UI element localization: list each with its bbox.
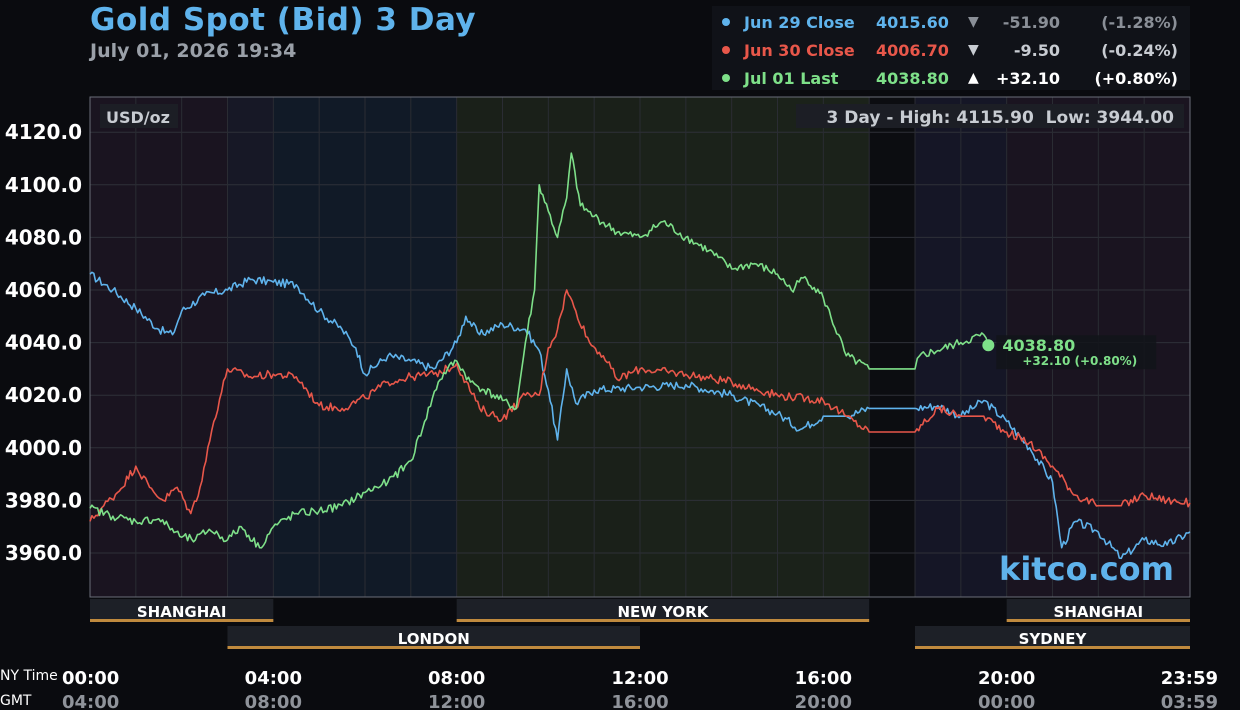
chart-overlay: USD/oz 3 Day - High: 4115.90 Low: 3944.0… (100, 104, 1184, 588)
legend-value: 4038.80 (876, 69, 949, 88)
legend-dot-jun29 (722, 18, 730, 26)
last-price-marker: 4038.80+32.10 (+0.80%) (982, 335, 1157, 370)
plot-border (89, 96, 1191, 598)
last-price-change: +32.10 (+0.80%) (1022, 354, 1137, 368)
legend-row-jun30: Jun 30 Close 4006.70 ▼ -9.50 (-0.24%) (712, 38, 1190, 62)
y-tick-label: 4000.0 (5, 436, 82, 460)
legend-label: Jun 29 Close (744, 13, 855, 32)
legend-percent: (-0.24%) (1101, 41, 1178, 60)
legend-change: +32.10 (995, 69, 1060, 88)
y-axis: 3960.0 3980.0 4000.0 4020.0 4040.0 4060.0 4080… (5, 120, 82, 565)
x-tick-gmt: 04:00 (62, 692, 119, 710)
session-bg-3 (227, 626, 640, 648)
y-tick-label: 4080.0 (5, 225, 82, 249)
session-bg-1 (456, 599, 870, 621)
session-label-1: NEW YORK (618, 603, 710, 621)
x-tick-gmt: 08:00 (245, 692, 302, 710)
ny-time-label: NY Time (0, 668, 58, 684)
last-price-bg (996, 335, 1157, 370)
y-tick-label: 4040.0 (5, 331, 82, 355)
grid-lines (89, 96, 1191, 598)
legend-row-jul01: Jul 01 Last 4038.80 ▲ +32.10 (+0.80%) (712, 66, 1190, 90)
x-axis: 00:00 04:00 04:00 08:00 08:00 12:00 12:00 16:00… (62, 668, 1218, 710)
legend-dot-jun30 (722, 46, 730, 54)
legend-percent: (-1.28%) (1101, 13, 1178, 32)
x-tick-ny: 16:00 (795, 668, 852, 689)
session-bar-3 (227, 646, 640, 649)
session-label-0: SHANGHAI (137, 603, 227, 621)
series-line-2 (89, 152, 990, 549)
x-tick-ny: 20:00 (978, 668, 1035, 689)
unit-label-bg (100, 104, 178, 128)
unit-label: USD/oz (106, 108, 170, 127)
x-tick-gmt: 12:00 (428, 692, 485, 710)
legend-row-jun29: Jun 29 Close 4015.60 ▼ -51.90 (-1.28%) (712, 10, 1190, 34)
session-label-3: LONDON (398, 630, 470, 648)
legend-value: 4006.70 (876, 41, 949, 60)
legend-dot-jul01 (722, 74, 730, 82)
y-tick-label: 4020.0 (5, 383, 82, 407)
x-tick-gmt: 00:00 (978, 692, 1035, 710)
session-bars: SHANGHAI NEW YORK SHANGHAI LONDON SYDNEY (90, 599, 1190, 649)
y-tick-label: 4100.0 (5, 173, 82, 197)
chart-title: Gold Spot (Bid) 3 Day (90, 2, 477, 38)
legend-label: Jul 01 Last (744, 69, 839, 88)
x-tick-ny: 12:00 (611, 668, 668, 689)
legend-change: -51.90 (1002, 13, 1060, 32)
session-bg-4 (915, 626, 1190, 648)
legend-percent: (+0.80%) (1094, 69, 1178, 88)
session-bar-2 (1006, 619, 1190, 622)
x-tick-ny: 00:00 (62, 668, 119, 689)
session-band-4 (640, 97, 870, 597)
legend-panel: Jun 29 Close 4015.60 ▼ -51.90 (-1.28%) J… (712, 6, 1190, 90)
session-band-5 (869, 97, 915, 597)
legend-value: 4015.60 (876, 13, 949, 32)
last-price-dot (982, 339, 995, 352)
x-tick-gmt: 20:00 (795, 692, 852, 710)
gmt-label: GMT (0, 693, 32, 709)
legend-change: -9.50 (1013, 41, 1060, 60)
y-tick-label: 4060.0 (5, 278, 82, 302)
x-tick-ny: 08:00 (428, 668, 485, 689)
session-bar-0 (90, 619, 274, 622)
down-arrow-icon: ▼ (968, 14, 979, 30)
y-tick-label: 3960.0 (5, 541, 82, 565)
legend-label: Jun 30 Close (744, 41, 855, 60)
price-series (89, 152, 1191, 560)
session-band-0 (90, 97, 228, 597)
last-price-value: 4038.80 (1002, 336, 1075, 355)
x-tick-ny: 04:00 (245, 668, 302, 689)
series-line-0 (89, 271, 1191, 560)
session-bar-4 (915, 646, 1190, 649)
session-label-2: SHANGHAI (1054, 603, 1144, 621)
session-label-4: SYDNEY (1019, 630, 1088, 648)
range-label-bg (796, 104, 1184, 128)
session-band-1 (227, 97, 274, 597)
y-tick-label: 3980.0 (5, 488, 82, 512)
session-bar-1 (456, 619, 870, 622)
kitco-watermark: kitco.com (999, 550, 1174, 588)
down-arrow-icon: ▼ (968, 42, 979, 58)
series-line-1 (89, 289, 1191, 522)
session-bg-0 (90, 599, 274, 621)
range-label: 3 Day - High: 4115.90 Low: 3944.00 (827, 108, 1175, 128)
x-tick-gmt: 16:00 (611, 692, 668, 710)
up-arrow-icon: ▲ (968, 70, 979, 86)
x-tick-ny: 23:59 (1161, 668, 1218, 689)
y-tick-label: 4120.0 (5, 120, 82, 144)
x-tick-gmt: 03:59 (1161, 692, 1218, 710)
timestamp: July 01, 2026 19:34 (90, 40, 297, 62)
session-bg-2 (1006, 599, 1190, 621)
